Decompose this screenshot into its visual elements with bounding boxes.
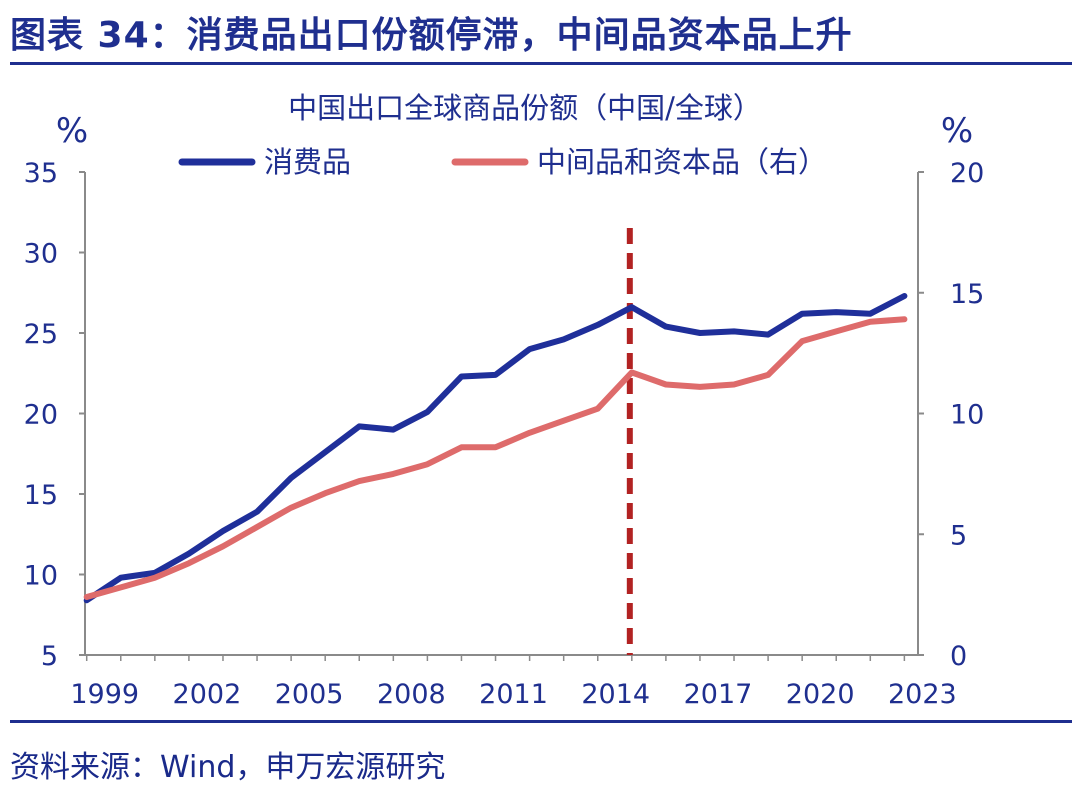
data-point-consumer <box>597 324 599 326</box>
left-tick-label: 15 <box>24 480 58 511</box>
data-point-intermediate <box>358 480 360 482</box>
data-point-consumer <box>154 572 156 574</box>
data-point-intermediate <box>392 473 394 475</box>
x-tick-label: 1999 <box>70 679 139 710</box>
data-point-consumer <box>631 306 633 308</box>
data-point-consumer <box>767 334 769 336</box>
x-tick-label: 2020 <box>786 679 855 710</box>
data-point-consumer <box>222 530 224 532</box>
data-point-intermediate <box>86 596 88 598</box>
data-point-consumer <box>426 411 428 413</box>
title-divider <box>10 62 1072 65</box>
data-point-intermediate <box>699 386 701 388</box>
data-point-consumer <box>358 425 360 427</box>
data-point-intermediate <box>460 446 462 448</box>
data-point-intermediate <box>529 432 531 434</box>
data-point-intermediate <box>426 463 428 465</box>
data-point-intermediate <box>869 321 871 323</box>
right-tick-label: 15 <box>950 279 984 310</box>
data-point-consumer <box>290 477 292 479</box>
left-axis-unit: % <box>56 111 88 151</box>
data-point-intermediate <box>154 577 156 579</box>
legend-label-intermediate: 中间品和资本品（右） <box>537 145 827 179</box>
data-point-intermediate <box>903 318 905 320</box>
data-point-intermediate <box>495 446 497 448</box>
x-tick-label: 2017 <box>684 679 753 710</box>
right-axis-unit: % <box>941 111 973 151</box>
data-point-intermediate <box>120 586 122 588</box>
data-point-intermediate <box>665 384 667 386</box>
data-point-consumer <box>120 577 122 579</box>
source-note: 资料来源：Wind，申万宏源研究 <box>10 750 446 785</box>
right-tick-label: 0 <box>950 641 967 672</box>
data-point-intermediate <box>256 526 258 528</box>
legend-label-consumer: 消费品 <box>264 145 351 179</box>
left-tick-label: 5 <box>41 641 58 672</box>
data-point-consumer <box>188 553 190 555</box>
data-point-intermediate <box>290 507 292 509</box>
data-point-intermediate <box>188 562 190 564</box>
source-divider <box>10 720 1072 723</box>
x-tick-label: 2023 <box>888 679 957 710</box>
data-point-consumer <box>665 326 667 328</box>
data-point-consumer <box>563 338 565 340</box>
left-tick-label: 10 <box>24 561 58 592</box>
x-tick-label: 2005 <box>275 679 344 710</box>
left-tick-label: 30 <box>24 239 58 270</box>
data-point-consumer <box>256 511 258 513</box>
data-point-consumer <box>460 375 462 377</box>
data-point-consumer <box>86 599 88 601</box>
data-point-consumer <box>495 374 497 376</box>
figure-title: 图表 34：消费品出口份额停滞，中间品资本品上升 <box>10 15 853 56</box>
data-point-consumer <box>835 311 837 313</box>
right-tick-label: 20 <box>950 158 984 189</box>
data-point-consumer <box>869 313 871 315</box>
data-point-consumer <box>699 332 701 334</box>
x-tick-label: 2008 <box>377 679 446 710</box>
data-point-intermediate <box>733 384 735 386</box>
data-point-intermediate <box>767 374 769 376</box>
data-point-intermediate <box>801 340 803 342</box>
data-point-consumer <box>801 313 803 315</box>
data-point-consumer <box>324 451 326 453</box>
x-tick-label: 2014 <box>581 679 650 710</box>
data-point-consumer <box>733 330 735 332</box>
right-tick-label: 10 <box>950 400 984 431</box>
x-tick-label: 2002 <box>173 679 242 710</box>
data-point-consumer <box>903 295 905 297</box>
left-tick-label: 25 <box>24 319 58 350</box>
data-point-intermediate <box>835 330 837 332</box>
data-point-intermediate <box>222 545 224 547</box>
left-tick-label: 20 <box>24 400 58 431</box>
data-point-intermediate <box>563 420 565 422</box>
series-line-intermediate-capital-goods <box>83 316 908 600</box>
x-tick-label: 2011 <box>479 679 548 710</box>
data-point-intermediate <box>631 371 633 373</box>
data-point-consumer <box>529 348 531 350</box>
chart-title: 中国出口全球商品份额（中国/全球） <box>288 91 762 125</box>
data-point-intermediate <box>324 492 326 494</box>
right-tick-label: 5 <box>950 520 967 551</box>
data-point-intermediate <box>597 408 599 410</box>
data-point-consumer <box>392 429 394 431</box>
left-tick-label: 35 <box>24 158 58 189</box>
